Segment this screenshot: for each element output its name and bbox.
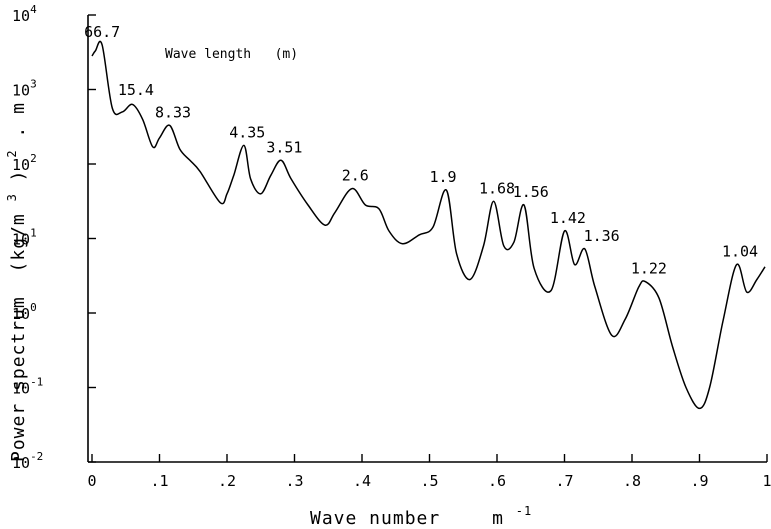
peak-label: 2.6 — [342, 167, 369, 185]
y-tick-label: 10-2 — [12, 450, 43, 472]
x-tick-label: .5 — [420, 472, 438, 490]
peak-labels: 66.715.48.334.353.512.6 1.91.681.561.421.… — [84, 23, 758, 278]
power-spectrum-line — [91, 40, 766, 410]
y-axis-unit-exponent-2: 2 — [5, 149, 19, 157]
y-axis-unit-exponent: 3 — [5, 193, 19, 201]
x-tick-label: .4 — [353, 472, 371, 490]
x-tick-label: .3 — [285, 472, 303, 490]
y-axis-ticks: 104 103 102 101 100 10-1 10-2 — [12, 3, 96, 472]
y-tick-label: 101 — [12, 227, 37, 249]
peak-label: 1.22 — [631, 260, 667, 278]
peak-label: 4.35 — [229, 123, 265, 141]
peak-label: 1.68 — [479, 179, 515, 197]
x-tick-label: .8 — [623, 472, 641, 490]
plot-frame — [87, 15, 767, 463]
x-tick-label: .7 — [555, 472, 573, 490]
peak-label: 1.42 — [550, 209, 586, 227]
peak-label: 15.4 — [118, 81, 154, 99]
x-axis-title-text: Wave number — [310, 508, 440, 529]
y-axis-title: Power spectrum (kg/m 3 ) 2 . m — [0, 102, 29, 462]
y-tick-label: 102 — [12, 152, 37, 174]
x-axis-title: Wave number m -1 — [310, 504, 532, 529]
x-axis-unit: m — [492, 508, 504, 529]
x-tick-label: .1 — [150, 472, 168, 490]
x-tick-label: .2 — [218, 472, 236, 490]
x-tick-label: 0 — [87, 472, 96, 490]
peak-label: 66.7 — [84, 23, 120, 41]
x-axis-unit-exponent: -1 — [516, 504, 532, 518]
y-tick-label: 10-1 — [12, 376, 43, 398]
peak-label: 3.51 — [266, 138, 302, 156]
x-axis-ticks: 0 .1 .2 .3 .4 .5 .6 .7 .8 .9 1 — [87, 454, 771, 490]
y-tick-label: 100 — [12, 301, 37, 323]
y-tick-label: 103 — [12, 78, 37, 100]
peak-label: 1.56 — [513, 183, 549, 201]
y-axis-unit-tail: . m — [8, 102, 29, 138]
y-axis-unit: (kg/m — [8, 213, 29, 272]
y-axis-unit-close: ) — [8, 169, 29, 181]
peak-label: 8.33 — [155, 103, 191, 121]
peak-label: 1.04 — [722, 243, 758, 261]
x-tick-label: 1 — [762, 472, 771, 490]
y-axis-title-text: Power spectrum — [8, 296, 29, 462]
peak-label: 1.36 — [584, 227, 620, 245]
wave-length-annotation: Wave length (m) — [165, 47, 298, 62]
y-tick-label: 104 — [12, 3, 37, 25]
x-tick-label: .6 — [488, 472, 506, 490]
x-tick-label: .9 — [690, 472, 708, 490]
peak-label: 1.9 — [429, 168, 456, 186]
